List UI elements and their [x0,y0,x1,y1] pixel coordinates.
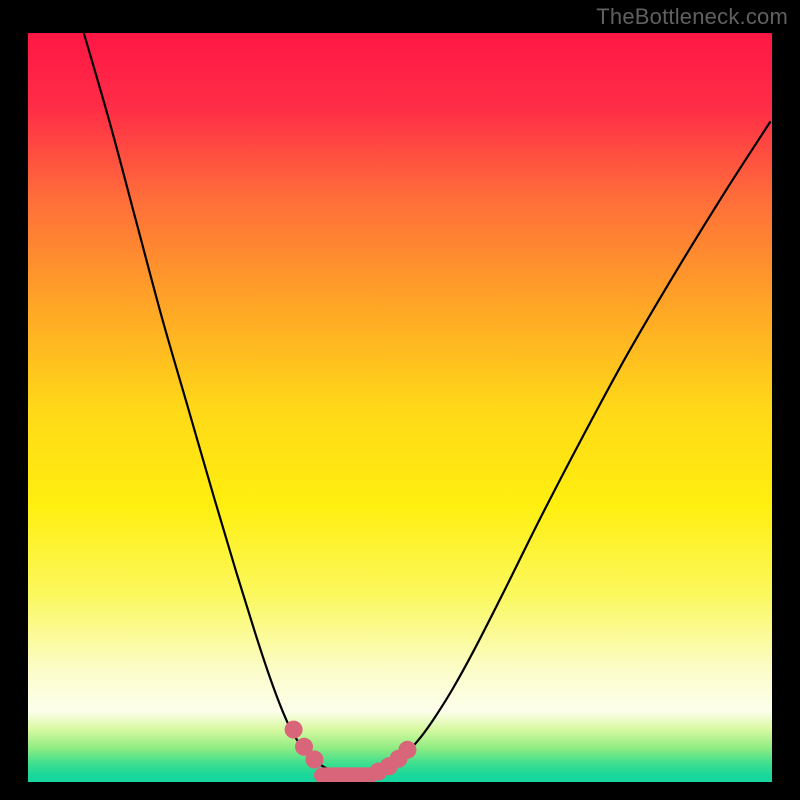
bottleneck-curve [84,33,771,776]
watermark-text: TheBottleneck.com [596,4,788,30]
marker-dot-0 [285,721,303,739]
marker-dot-2 [305,751,323,769]
plot-area [28,33,772,782]
marker-dot-6 [398,741,416,759]
outer-frame: TheBottleneck.com [0,0,800,800]
curve-layer [28,33,772,782]
